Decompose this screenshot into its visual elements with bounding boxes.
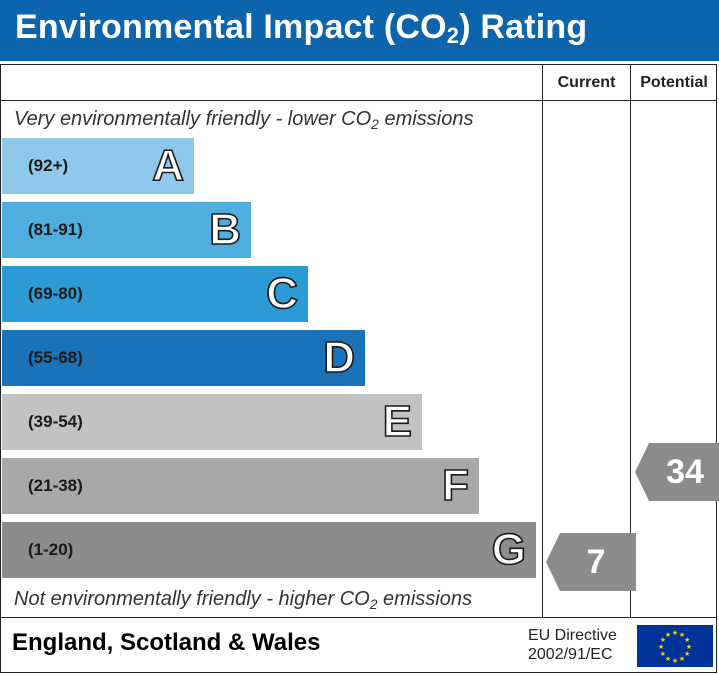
rating-range-a: (92+): [28, 156, 69, 175]
rating-range-f: (21-38): [28, 476, 83, 495]
rating-range-g: (1-20): [28, 540, 74, 559]
region-label: England, Scotland & Wales: [12, 629, 321, 656]
header-row-divider: [0, 100, 717, 101]
rating-range-d: (55-68): [28, 348, 83, 367]
top-caption: Very environmentally friendly - lower CO…: [14, 108, 474, 132]
eu-star-icon: ★: [684, 650, 690, 658]
eu-star-icon: ★: [665, 631, 671, 639]
rating-bar-g: (1-20) G: [2, 522, 536, 578]
eu-star-icon: ★: [672, 629, 678, 637]
rating-bar-a: (92+) A: [2, 138, 194, 194]
current-column-header: Current: [557, 74, 616, 91]
rating-bar-f: (21-38) F: [2, 458, 479, 514]
rating-range-b: (81-91): [28, 220, 83, 239]
eu-directive: EU Directive 2002/91/EC: [528, 626, 617, 664]
eu-star-icon: ★: [679, 655, 685, 663]
rating-letter-e: E: [382, 396, 413, 447]
eu-star-icon: ★: [672, 657, 678, 665]
eu-flag-icon: ★ ★ ★ ★ ★ ★ ★ ★ ★ ★ ★ ★: [637, 625, 713, 667]
rating-bar-d: (55-68) D: [2, 330, 365, 386]
rating-bar-c: (69-80) C: [2, 266, 308, 322]
rating-bar-b: (81-91) B: [2, 202, 251, 258]
header-banner: Environmental Impact (CO2) Rating: [0, 0, 719, 61]
rating-letter-g: G: [491, 524, 527, 575]
rating-letter-f: F: [441, 460, 469, 511]
current-column-divider: [542, 64, 543, 617]
potential-arrow-shape: [635, 443, 719, 501]
rating-frame: [0, 64, 717, 673]
rating-letter-b: B: [208, 204, 241, 255]
directive-line2: 2002/91/EC: [528, 646, 613, 663]
rating-range-e: (39-54): [28, 412, 83, 431]
rating-letter-c: C: [265, 268, 298, 319]
directive-line1: EU Directive: [528, 627, 617, 644]
potential-column-divider: [630, 64, 631, 617]
eu-star-icon: ★: [660, 650, 666, 658]
eu-star-icon: ★: [658, 643, 664, 651]
eu-star-icon: ★: [665, 655, 671, 663]
eu-star-icon: ★: [660, 636, 666, 644]
current-rating-arrow: 7: [546, 533, 636, 591]
rating-range-c: (69-80): [28, 284, 83, 303]
eu-star-icon: ★: [684, 636, 690, 644]
rating-letter-d: D: [322, 332, 355, 383]
rating-bar-e: (39-54) E: [2, 394, 422, 450]
page-title: Environmental Impact (CO2) Rating: [15, 8, 588, 48]
eu-star-icon: ★: [679, 631, 685, 639]
eu-star-icon: ★: [686, 643, 692, 651]
potential-column-header: Potential: [640, 74, 708, 91]
current-rating-value: 7: [586, 543, 606, 581]
potential-rating-value: 34: [666, 453, 704, 491]
potential-rating-arrow: 34: [635, 443, 719, 501]
rating-letter-a: A: [151, 140, 184, 191]
current-arrow-shape: [546, 533, 636, 591]
bottom-caption: Not environmentally friendly - higher CO…: [14, 588, 472, 612]
footer-divider: [0, 617, 717, 618]
